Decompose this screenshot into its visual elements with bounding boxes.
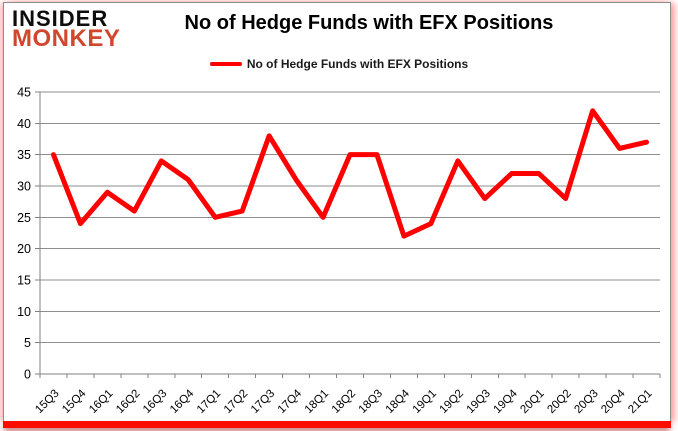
logo-line-insider: INSIDER	[12, 6, 109, 31]
legend: No of Hedge Funds with EFX Positions	[0, 57, 678, 71]
x-tick-label: 19Q1	[411, 388, 439, 416]
series-line	[50, 108, 650, 239]
y-tick-label: 35	[17, 148, 31, 162]
bottom-red-band	[3, 421, 671, 428]
x-tick-label: 15Q3	[33, 388, 61, 416]
x-tick-label: 16Q2	[114, 388, 142, 416]
x-tick-label: 20Q4	[599, 387, 628, 416]
x-tick-label: 16Q3	[141, 388, 169, 416]
insider-monkey-logo: INSIDER MONKEY	[12, 8, 120, 51]
x-tick-label: 18Q1	[303, 388, 331, 416]
y-tick-label: 30	[17, 180, 31, 194]
x-tick-label: 17Q4	[276, 387, 305, 416]
x-tick-label: 15Q4	[60, 387, 89, 416]
y-tick-label: 10	[17, 305, 31, 319]
x-tick-label: 18Q4	[384, 387, 413, 416]
x-tick-label: 19Q2	[438, 388, 466, 416]
x-tick-label: 20Q1	[518, 388, 546, 416]
x-tick-label: 17Q1	[195, 388, 223, 416]
x-tick-label: 20Q3	[572, 388, 600, 416]
x-tick-label: 18Q2	[330, 388, 358, 416]
y-tick-label: 25	[17, 211, 31, 225]
y-tick-label: 20	[17, 242, 31, 256]
x-tick-label: 19Q3	[465, 388, 493, 416]
logo-line-monkey: MONKEY	[12, 25, 121, 52]
y-tick-label: 5	[24, 336, 31, 350]
x-tick-label: 16Q1	[87, 388, 115, 416]
legend-label: No of Hedge Funds with EFX Positions	[246, 57, 469, 71]
x-tick-label: 21Q1	[626, 388, 654, 416]
x-tick-label: 17Q3	[249, 388, 277, 416]
y-tick-label: 15	[17, 274, 31, 288]
x-tick-label: 16Q4	[168, 387, 197, 416]
chart-title: No of Hedge Funds with EFX Positions	[184, 12, 554, 34]
chart-frame	[3, 2, 671, 423]
x-tick-label: 17Q2	[222, 388, 250, 416]
x-tick-label: 19Q4	[491, 387, 520, 416]
x-tick-label: 20Q2	[545, 388, 573, 416]
y-tick-label: 45	[17, 86, 31, 100]
y-tick-label: 0	[24, 368, 31, 382]
legend-line-marker-icon	[209, 62, 242, 66]
x-tick-label: 18Q3	[357, 388, 385, 416]
y-tick-label: 40	[17, 117, 31, 131]
